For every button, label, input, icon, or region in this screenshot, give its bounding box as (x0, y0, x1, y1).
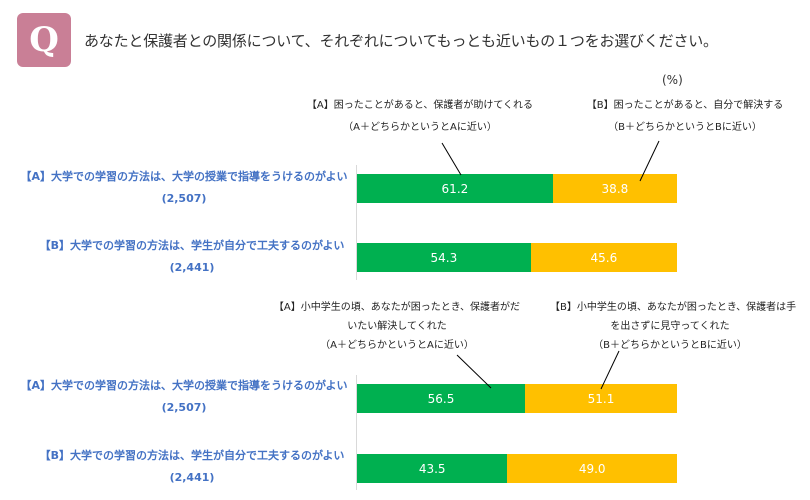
chart2-axis (356, 375, 357, 490)
chart1-bar-2: 54.3 45.6 (357, 243, 677, 272)
bar-segment-b: 51.1 (525, 384, 677, 413)
legend-b-line2: （B＋どちらかというとBに近い） (608, 122, 762, 133)
chart1-category-a: 【A】大学での学習の方法は、大学の授業で指導をうけるのがよい (2,507) (14, 166, 354, 210)
bar-segment-b: 49.0 (507, 454, 677, 483)
question-text: あなたと保護者との関係について、それぞれについてもっとも近いもの１つをお選びくだ… (84, 32, 718, 50)
bar-segment-b: 45.6 (530, 243, 677, 272)
chart2-legend-b: 【B】小中学生の頃、あなたが困ったとき、保護者は手 を出さずに見守ってくれた （… (550, 297, 797, 357)
chart2-legend-a: 【A】小中学生の頃、あなたが困ったとき、保護者がだ いたい解決してくれた （A＋… (262, 297, 532, 357)
legend-b-line3: （B＋どちらかというとBに近い） (593, 340, 747, 351)
category-n: (2,507) (161, 192, 207, 205)
question-badge: Q (17, 13, 71, 67)
bar-segment-a: 61.2 (357, 174, 553, 203)
legend-a-line3: （A＋どちらかというとAに近い） (320, 340, 474, 351)
category-label: 【A】大学での学習の方法は、大学の授業で指導をうけるのがよい (20, 379, 348, 392)
chart1-legend-b: 【B】困ったことがあると、自分で解決する （B＋どちらかというとBに近い） (580, 95, 790, 139)
bar-segment-a: 54.3 (357, 243, 531, 272)
category-label: 【A】大学での学習の方法は、大学の授業で指導をうけるのがよい (20, 170, 348, 183)
chart2-category-b: 【B】大学での学習の方法は、学生が自分で工夫するのがよい (2,441) (22, 445, 362, 489)
legend-a-line2: （A＋どちらかというとAに近い） (343, 122, 497, 133)
bar-segment-a: 43.5 (357, 454, 508, 483)
legend-a-line2: いたい解決してくれた (347, 321, 447, 332)
chart1-legend-a: 【A】困ったことがあると、保護者が助けてくれる （A＋どちらかというとAに近い） (290, 95, 550, 139)
legend-b-line1: 【B】小中学生の頃、あなたが困ったとき、保護者は手 (550, 302, 797, 313)
category-n: (2,507) (161, 401, 207, 414)
category-label: 【B】大学での学習の方法は、学生が自分で工夫するのがよい (39, 239, 345, 252)
legend-a-line1: 【A】困ったことがあると、保護者が助けてくれる (306, 100, 534, 111)
legend-a-line1: 【A】小中学生の頃、あなたが困ったとき、保護者がだ (273, 302, 521, 313)
chart1-axis (356, 165, 357, 280)
category-n: (2,441) (169, 261, 215, 274)
category-label: 【B】大学での学習の方法は、学生が自分で工夫するのがよい (39, 449, 345, 462)
bar-segment-a: 56.5 (357, 384, 525, 413)
legend-b-line1: 【B】困ったことがあると、自分で解決する (586, 100, 784, 111)
bar-segment-b: 38.8 (552, 174, 677, 203)
category-n: (2,441) (169, 471, 215, 484)
chart2-bar-2: 43.5 49.0 (357, 454, 677, 483)
chart1-category-b: 【B】大学での学習の方法は、学生が自分で工夫するのがよい (2,441) (22, 235, 362, 279)
chart2-category-a: 【A】大学での学習の方法は、大学の授業で指導をうけるのがよい (2,507) (14, 375, 354, 419)
chart2-bar-1: 56.5 51.1 (357, 384, 677, 413)
legend-b-line2: を出さずに見守ってくれた (610, 321, 730, 332)
chart1-bar-1: 61.2 38.8 (357, 174, 677, 203)
unit-label: (%) (662, 73, 683, 87)
